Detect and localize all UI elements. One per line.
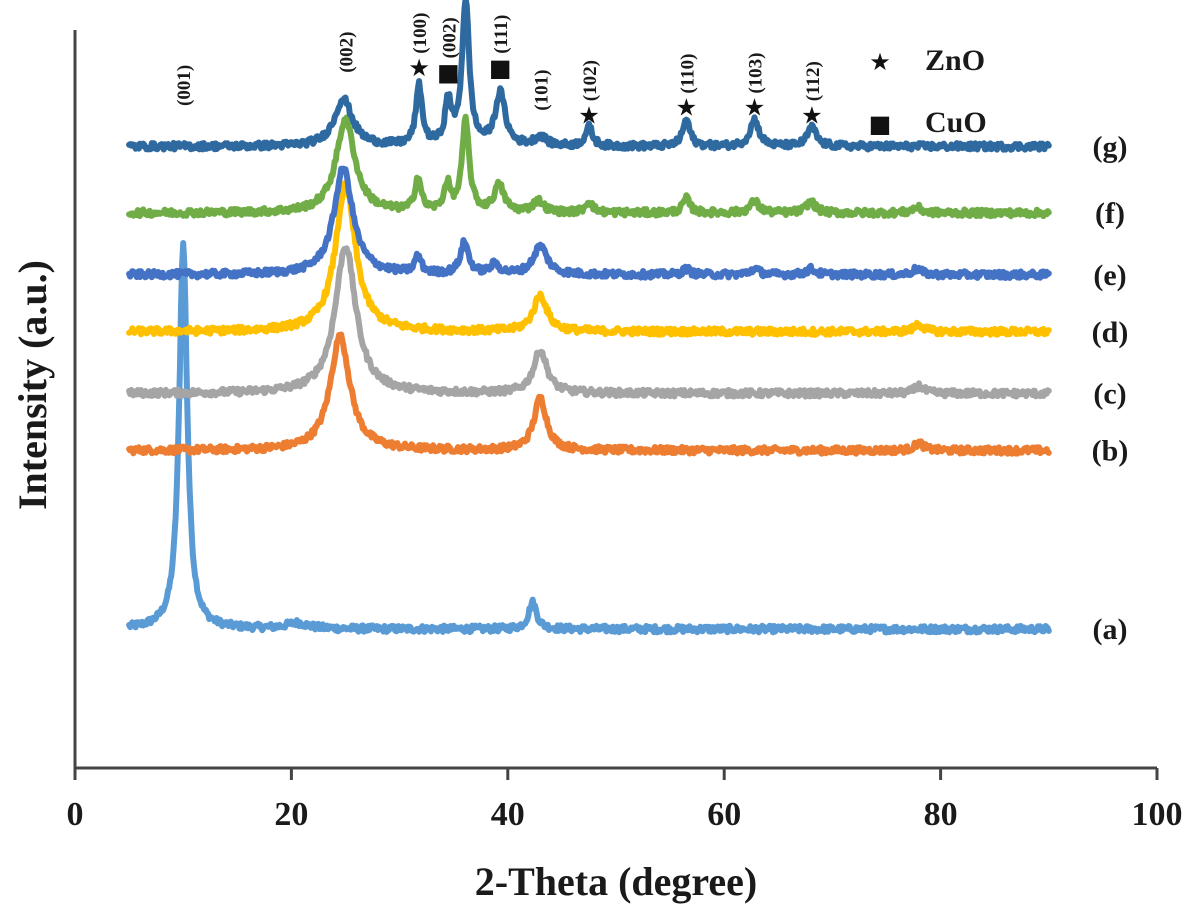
x-tick-label: 20 bbox=[274, 796, 308, 833]
trace-label-a: (a) bbox=[1093, 613, 1128, 646]
legend-label-cuo: CuO bbox=[925, 106, 987, 139]
x-tick-label: 0 bbox=[67, 796, 84, 833]
trace-label-c: (c) bbox=[1093, 378, 1126, 411]
x-tick-label: 80 bbox=[924, 796, 958, 833]
x-tick-label: 100 bbox=[1132, 796, 1183, 833]
trace-label-e: (e) bbox=[1093, 259, 1126, 292]
peak-label: (101) bbox=[531, 70, 552, 111]
trace-label-g: (g) bbox=[1093, 131, 1128, 164]
peak-label: (103) bbox=[745, 52, 766, 93]
x-tick-label: 40 bbox=[491, 796, 525, 833]
peak-label: (112) bbox=[803, 61, 824, 101]
traces-group bbox=[126, 0, 1052, 636]
legend-star-marker: ★ bbox=[869, 48, 891, 76]
peak-label: (002) bbox=[439, 17, 460, 58]
peak-label: (111) bbox=[491, 15, 512, 54]
series-line-d bbox=[126, 179, 1052, 338]
peak-label: (001) bbox=[174, 65, 195, 106]
trace-label-d: (d) bbox=[1092, 316, 1129, 349]
legend: ★ ZnO ■ CuO bbox=[869, 44, 987, 139]
series-line-a bbox=[126, 240, 1052, 636]
square-marker: ■ bbox=[489, 54, 512, 82]
series-line-c bbox=[126, 245, 1052, 400]
legend-square-marker: ■ bbox=[869, 110, 892, 138]
peak-label: (100) bbox=[410, 13, 431, 54]
star-marker: ★ bbox=[744, 94, 766, 122]
x-ticks-group: 0 20 40 60 80 100 bbox=[67, 768, 1183, 833]
peak-label: (102) bbox=[580, 60, 601, 101]
series-line-g bbox=[126, 0, 1052, 153]
star-marker: ★ bbox=[578, 101, 600, 129]
series-line-f bbox=[126, 113, 1052, 220]
x-tick-label: 60 bbox=[707, 796, 741, 833]
star-marker: ★ bbox=[455, 0, 477, 6]
trace-label-f: (f) bbox=[1095, 197, 1125, 230]
trace-labels-group: (a) (b) (c) (d) (e) (f) (g) bbox=[1092, 131, 1129, 647]
star-marker: ★ bbox=[408, 54, 430, 82]
square-marker: ■ bbox=[437, 59, 460, 87]
legend-label-zno: ZnO bbox=[925, 44, 985, 77]
peak-label: (110) bbox=[677, 54, 698, 94]
star-marker: ★ bbox=[676, 94, 698, 122]
series-line-e bbox=[126, 165, 1052, 281]
peak-label: (002) bbox=[337, 32, 358, 73]
x-axis-title: 2-Theta (degree) bbox=[475, 859, 758, 904]
trace-label-b: (b) bbox=[1092, 435, 1129, 468]
star-marker: ★ bbox=[801, 101, 823, 129]
peak-annotations-group: (001)(002)★(100)■(002)★(101)■(111)(101)★… bbox=[174, 0, 824, 129]
series-line-b bbox=[126, 331, 1052, 457]
y-axis-title: Intensity (a.u.) bbox=[10, 260, 55, 510]
